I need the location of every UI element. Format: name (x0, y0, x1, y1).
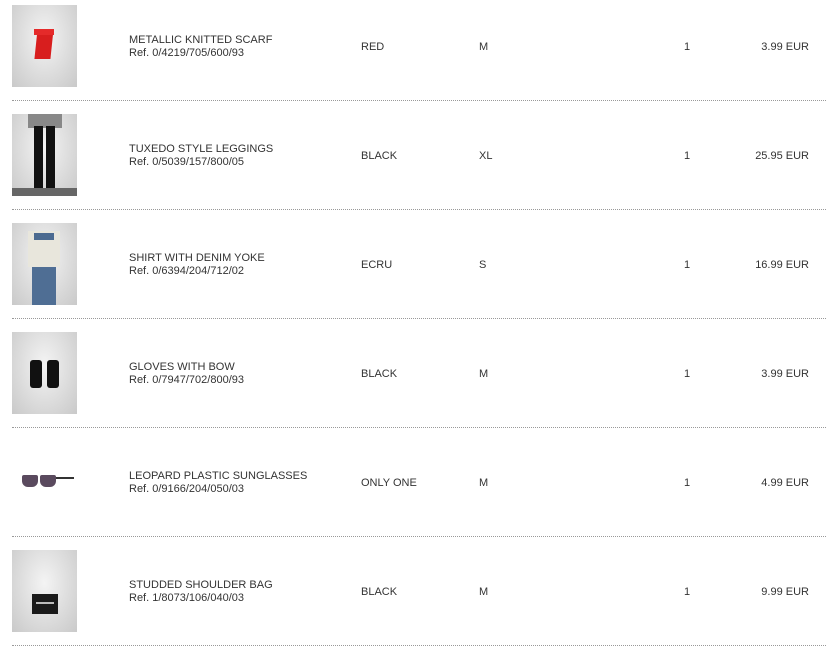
cart-item-row: SHIRT WITH DENIM YOKE Ref. 0/6394/204/712… (0, 218, 828, 327)
product-image[interactable] (12, 332, 77, 414)
product-name[interactable]: TUXEDO STYLE LEGGINGS (129, 143, 274, 155)
product-color: ONLY ONE (361, 477, 417, 489)
product-image[interactable] (12, 5, 77, 87)
leggings-image-shape (46, 126, 55, 190)
product-ref: Ref. 0/6394/204/712/02 (129, 265, 244, 277)
product-color: BLACK (361, 368, 398, 380)
shirt-image-shape (34, 233, 54, 240)
product-info: LEOPARD PLASTIC SUNGLASSES Ref. 0/9166/20… (129, 470, 307, 496)
product-image[interactable] (12, 223, 77, 305)
product-image[interactable] (12, 114, 77, 196)
product-price: 9.99 EUR (761, 586, 809, 598)
product-size: S (479, 259, 487, 271)
sunglasses-image-shape (40, 475, 56, 487)
product-price: 3.99 EUR (761, 368, 809, 380)
product-price: 3.99 EUR (761, 41, 809, 53)
scarf-image-shape (34, 29, 54, 35)
product-size: M (479, 586, 489, 598)
cart-item-row: TUXEDO STYLE LEGGINGS Ref. 0/5039/157/800… (0, 109, 828, 218)
cart-item-row: METALLIC KNITTED SCARF Ref. 0/4219/705/60… (0, 0, 828, 109)
product-quantity: 1 (684, 368, 691, 380)
product-price: 4.99 EUR (761, 477, 809, 489)
product-name[interactable]: LEOPARD PLASTIC SUNGLASSES (129, 470, 308, 482)
product-size: M (479, 368, 489, 380)
product-image[interactable] (12, 550, 77, 632)
sunglasses-image-shape (22, 475, 38, 487)
product-quantity: 1 (684, 150, 691, 162)
product-color: BLACK (361, 150, 398, 162)
product-ref: Ref. 1/8073/106/040/03 (129, 592, 244, 604)
product-ref: Ref. 0/4219/705/600/93 (129, 47, 244, 59)
product-price: 25.95 EUR (755, 150, 809, 162)
product-size: M (479, 477, 489, 489)
product-color: BLACK (361, 586, 398, 598)
product-name[interactable]: GLOVES WITH BOW (129, 361, 235, 373)
bag-image-shape (32, 594, 58, 614)
gloves-image-shape (30, 360, 42, 388)
product-ref: Ref. 0/5039/157/800/05 (129, 156, 244, 168)
product-info: METALLIC KNITTED SCARF Ref. 0/4219/705/60… (129, 34, 272, 60)
product-name[interactable]: SHIRT WITH DENIM YOKE (129, 252, 265, 264)
leggings-image-shape (12, 188, 77, 196)
product-size: XL (479, 150, 493, 162)
product-quantity: 1 (684, 259, 691, 271)
sunglasses-image-shape (56, 477, 74, 479)
product-info: STUDDED SHOULDER BAG Ref. 1/8073/106/040/… (129, 579, 273, 605)
bag-image-shape (36, 602, 54, 604)
product-color: ECRU (361, 259, 393, 271)
product-quantity: 1 (684, 586, 691, 598)
product-size: M (479, 41, 489, 53)
leggings-image-shape (34, 126, 43, 190)
product-color: RED (361, 41, 385, 53)
product-info: TUXEDO STYLE LEGGINGS Ref. 0/5039/157/800… (129, 143, 273, 169)
cart-item-row: GLOVES WITH BOW Ref. 0/7947/702/800/93 BL… (0, 327, 828, 436)
product-quantity: 1 (684, 477, 691, 489)
product-info: SHIRT WITH DENIM YOKE Ref. 0/6394/204/712… (129, 252, 265, 278)
cart-item-row: STUDDED SHOULDER BAG Ref. 1/8073/106/040/… (0, 545, 828, 654)
product-name[interactable]: STUDDED SHOULDER BAG (129, 579, 273, 591)
product-image[interactable] (12, 441, 77, 523)
leggings-image-shape (28, 114, 62, 128)
product-ref: Ref. 0/9166/204/050/03 (129, 483, 244, 495)
gloves-image-shape (47, 360, 59, 388)
product-ref: Ref. 0/7947/702/800/93 (129, 374, 244, 386)
shirt-image-shape (32, 267, 56, 305)
product-info: GLOVES WITH BOW Ref. 0/7947/702/800/93 (129, 361, 244, 387)
product-price: 16.99 EUR (755, 259, 809, 271)
product-name[interactable]: METALLIC KNITTED SCARF (129, 34, 273, 46)
product-quantity: 1 (684, 41, 691, 53)
cart-item-row: LEOPARD PLASTIC SUNGLASSES Ref. 0/9166/20… (0, 436, 828, 545)
